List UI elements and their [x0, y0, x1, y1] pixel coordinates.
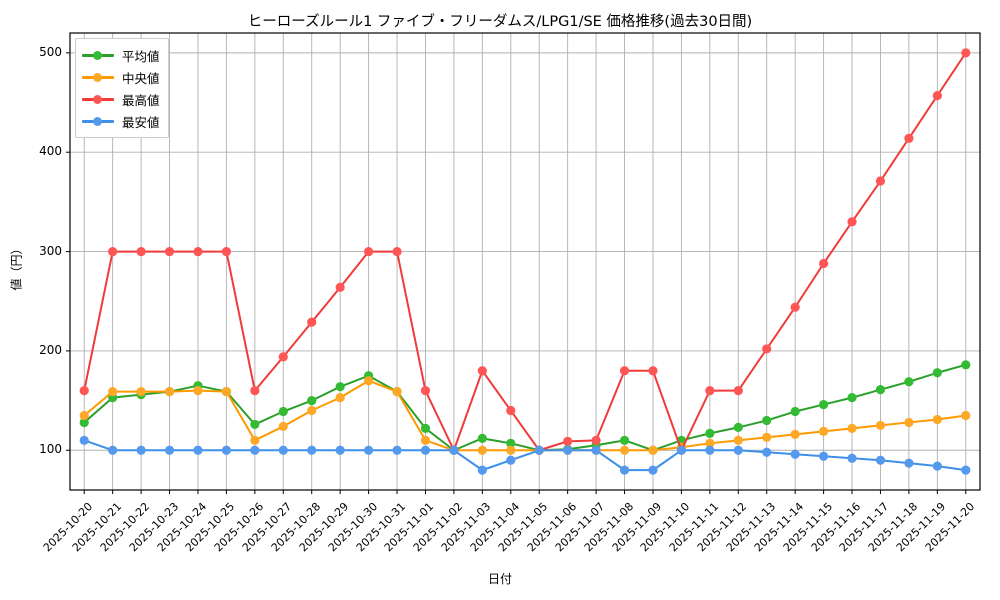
- series-最安値: [79, 435, 971, 475]
- y-axis-tick-label: 200: [39, 342, 62, 357]
- legend-swatch-icon: [82, 70, 114, 84]
- legend-item-label: 最安値: [122, 114, 160, 130]
- page-title: ヒーローズルール1 ファイブ・フリーダムス/LPG1/SE 価格推移(過去30日…: [247, 14, 753, 30]
- legend-item-label: 中央値: [122, 70, 160, 86]
- y-axis-label: 値（円）: [9, 242, 24, 291]
- legend-item[interactable]: 最高値: [82, 88, 160, 110]
- series-中央値: [79, 376, 971, 455]
- legend-item[interactable]: 最安値: [82, 110, 160, 132]
- y-axis-tick-label: 100: [39, 442, 62, 457]
- legend: 平均値 中央値 最高値 最安値: [75, 38, 169, 138]
- y-axis-tick-label: 500: [39, 44, 62, 59]
- y-axis-tick-label: 300: [39, 243, 62, 258]
- y-axis-tick-label: 400: [39, 144, 62, 159]
- legend-item-label: 平均値: [122, 48, 160, 64]
- legend-item-label: 最高値: [122, 92, 160, 108]
- legend-item[interactable]: 中央値: [82, 66, 160, 88]
- legend-swatch-icon: [82, 92, 114, 106]
- legend-item[interactable]: 平均値: [82, 44, 160, 66]
- series-最高値: [79, 48, 971, 455]
- legend-swatch-icon: [82, 48, 114, 62]
- x-axis-label: 日付: [487, 572, 512, 586]
- legend-swatch-icon: [82, 114, 114, 128]
